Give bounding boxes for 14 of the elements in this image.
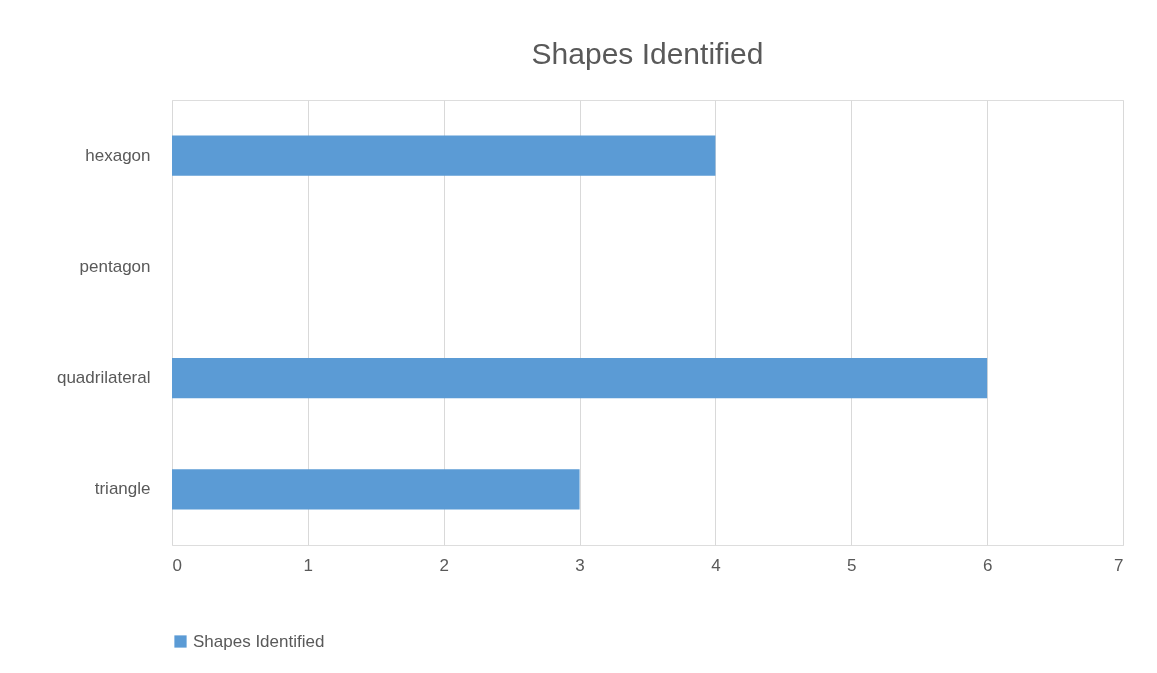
x-tick-label: 5 (847, 555, 857, 575)
x-tick-label: 6 (982, 555, 993, 575)
x-tick-label: 3 (575, 555, 585, 575)
y-tick-label: pentagon (79, 256, 151, 276)
x-tick-label: 7 (1114, 555, 1124, 575)
legend-label: Shapes Identified (193, 631, 325, 651)
y-tick-label: triangle (94, 479, 151, 499)
y-tick-label: quadrilateral (56, 368, 151, 388)
x-tick-label: 1 (303, 555, 314, 575)
x-tick-label: 4 (711, 555, 721, 575)
y-tick-label: hexagon (85, 145, 151, 165)
x-tick-label: 0 (172, 555, 182, 575)
x-tick-label: 2 (439, 555, 449, 575)
chart-title: Shapes Identified (531, 37, 764, 70)
